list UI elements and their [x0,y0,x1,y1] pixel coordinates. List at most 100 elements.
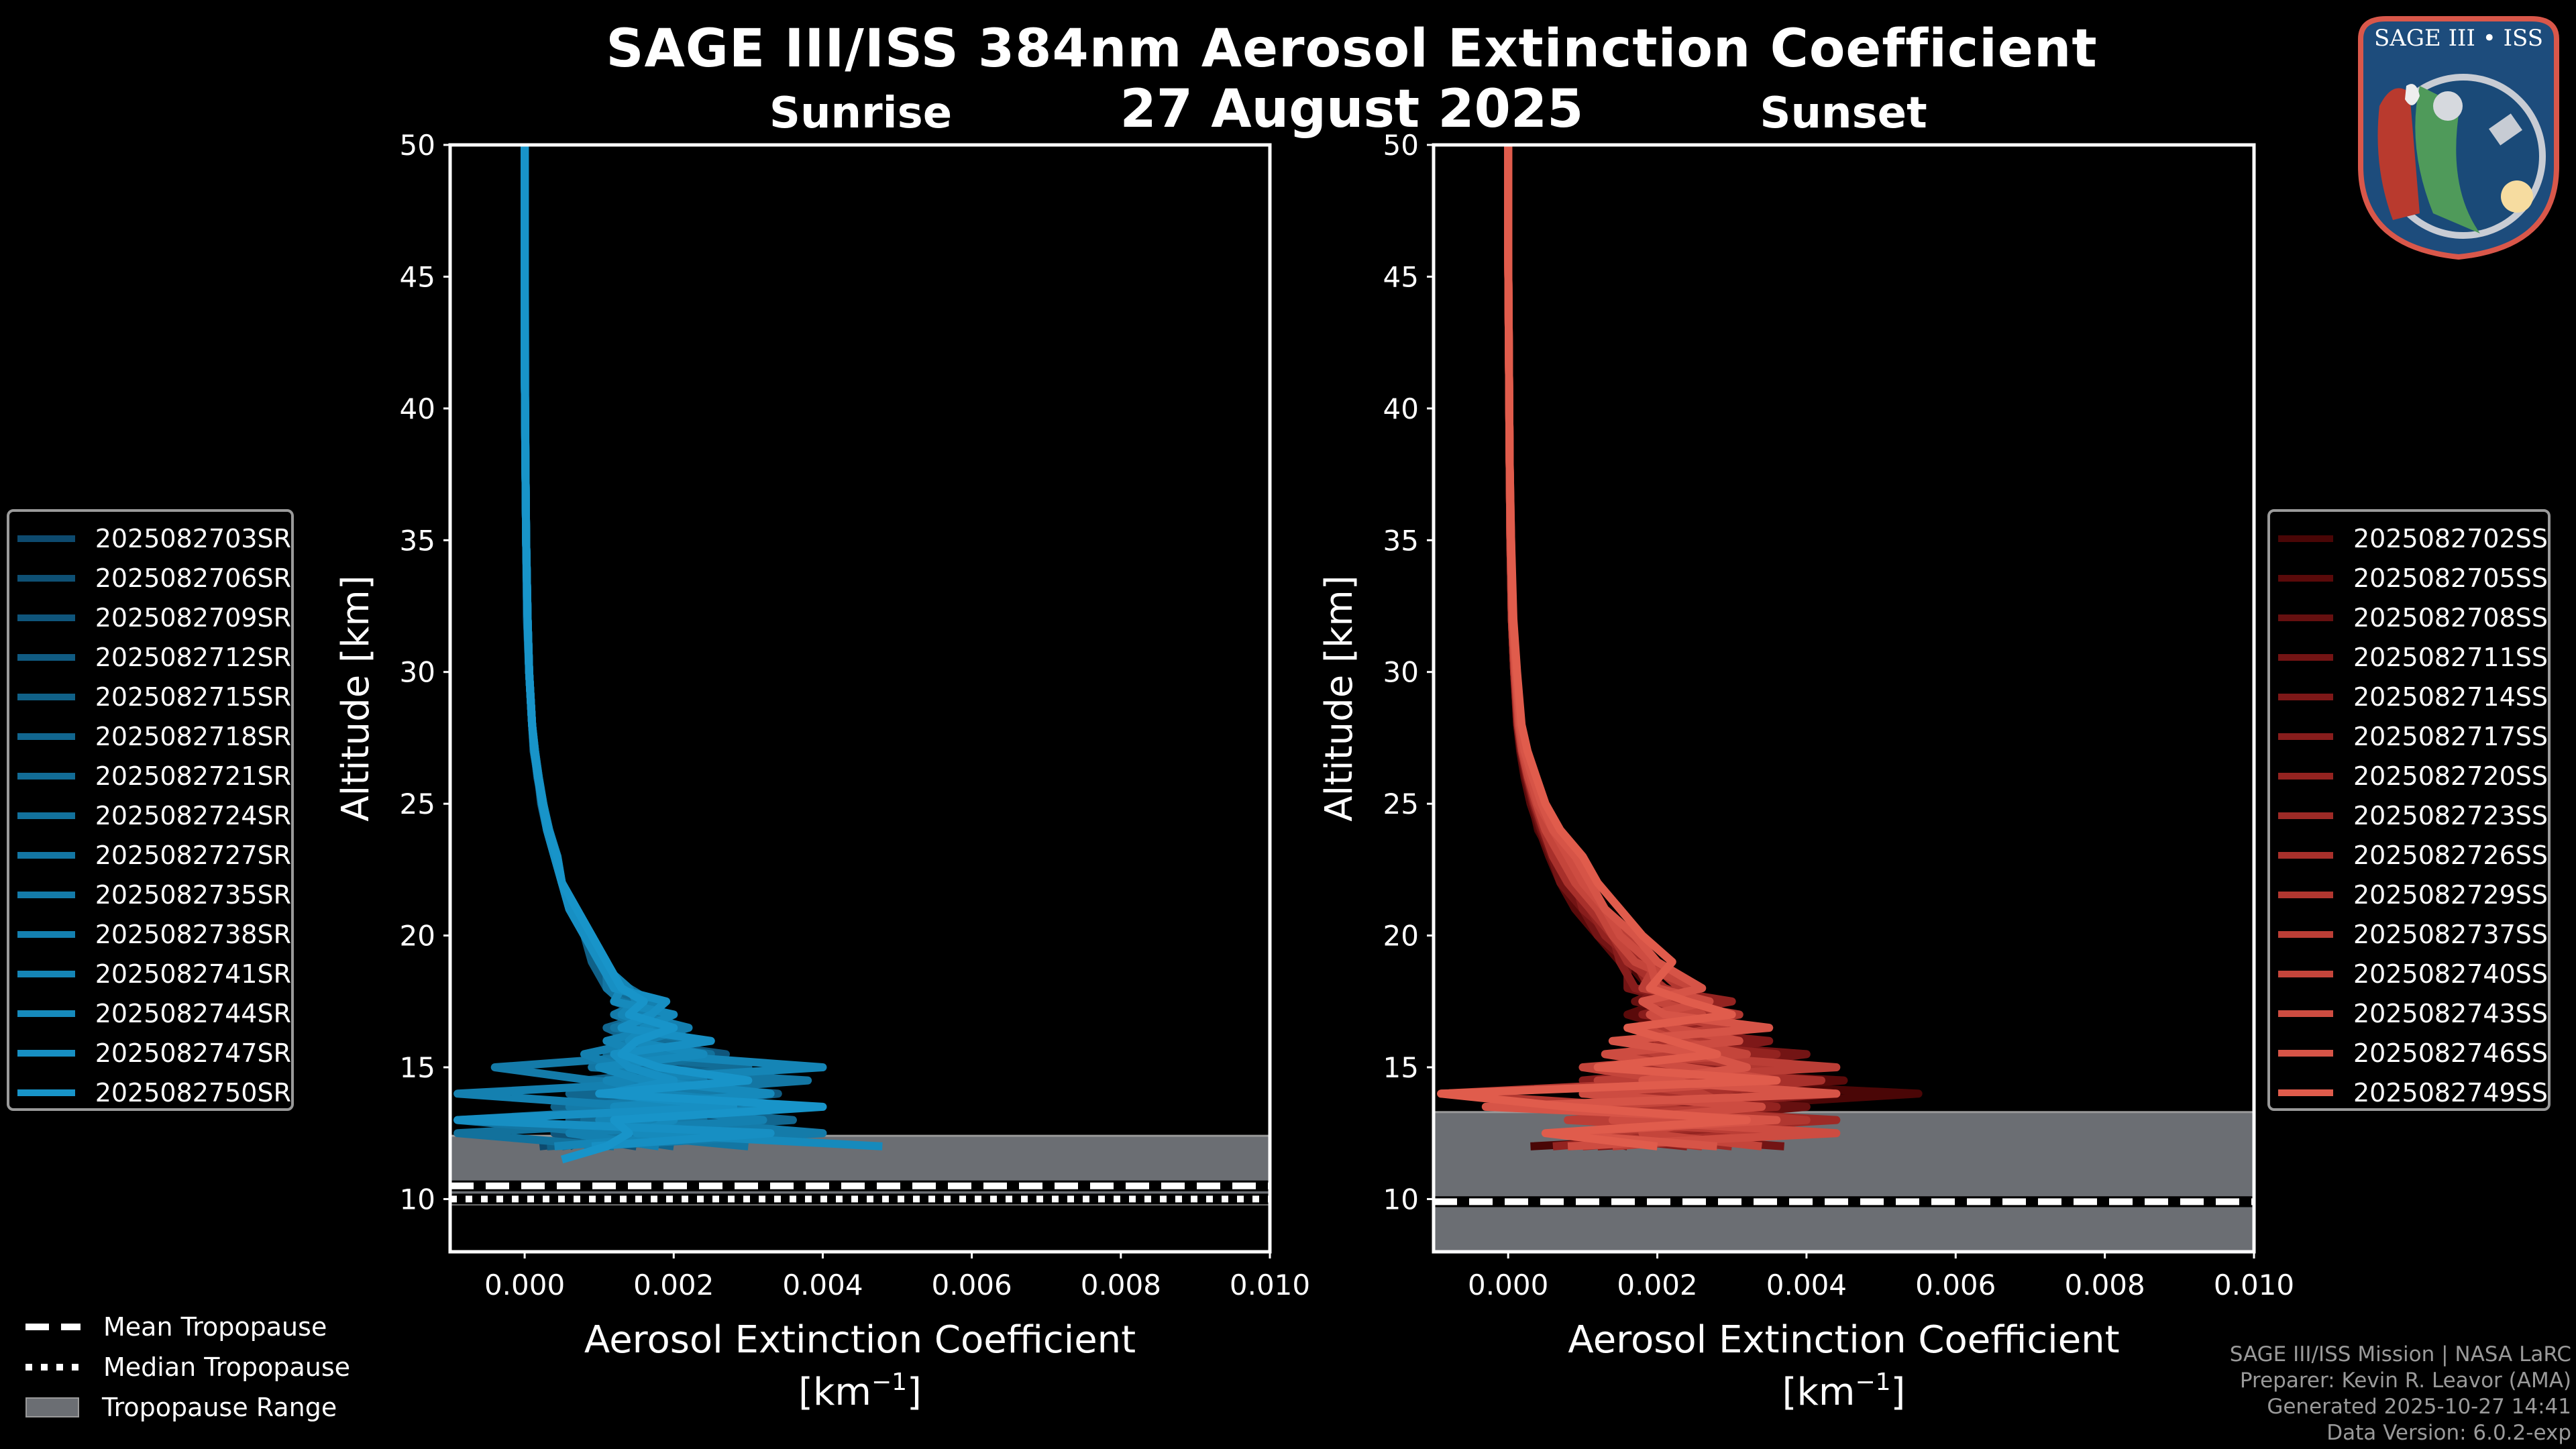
legend-label: 2025082729SS [2353,879,2548,910]
legend-label: 2025082715SR [95,682,291,712]
x-tick-label: 0.004 [1766,1269,1847,1301]
dashed-line-icon [25,1324,80,1330]
legend-item: 2025082711SS [2270,637,2548,677]
footer-data-version: Data Version: 6.0.2-exp [2326,1421,2571,1445]
x-tick-label: 0.000 [484,1269,565,1301]
legend-item: 2025082717SS [2270,716,2548,756]
legend-swatch-icon [17,772,75,780]
legend-item: 2025082721SR [9,756,291,796]
legend-item: 2025082709SR [9,598,291,637]
legend-item: 2025082743SS [2270,994,2548,1033]
legend-label-range: Tropopause Range [102,1393,337,1422]
x-tick-label: 0.008 [1081,1269,1161,1301]
profile-line-2025082729SS [1437,145,1811,1150]
legend-label: 2025082743SS [2353,998,2548,1028]
y-tick-label: 35 [400,524,435,557]
y-tick-label: 45 [1383,260,1419,293]
profile-line-2025082749SS [1437,145,1781,1150]
legend-swatch-icon [2278,891,2333,898]
y-tick-label: 50 [1383,129,1419,162]
legend-swatch-icon [17,1010,75,1017]
legend-item: 2025082715SR [9,677,291,716]
footer-preparer: Preparer: Kevin R. Leavor (AMA) [2239,1368,2571,1393]
legend-swatch-icon [17,1089,75,1096]
legend-swatch-icon [2278,772,2333,780]
legend-label: 2025082702SS [2353,523,2548,553]
y-axis-label: Altitude [km] [1318,575,1361,821]
legend-label: 2025082749SS [2353,1077,2548,1108]
x-tick-label: 0.008 [2065,1269,2145,1301]
sunrise-legend: 2025082703SR 2025082706SR 2025082709SR 2025… [7,509,294,1111]
legend-label-median: Median Tropopause [103,1352,350,1382]
legend-item: 2025082708SS [2270,598,2548,637]
profile-line-2025082741SR [521,145,827,1150]
range-swatch-icon [25,1397,79,1417]
legend-swatch-icon [2278,614,2333,621]
legend-label: 2025082738SR [95,919,291,949]
plot-area [450,145,1270,1205]
legend-label: 2025082724SR [95,800,291,830]
legend-label: 2025082740SS [2353,959,2548,989]
y-tick-label: 15 [400,1051,435,1084]
axes-frame [448,143,1272,1254]
legend-label: 2025082737SS [2353,919,2548,949]
x-axis-label: Aerosol Extinction Coefficient [584,1318,1136,1362]
legend-item: 2025082726SS [2270,835,2548,875]
footer-credits: SAGE III/ISS Mission | NASA LaRC Prepare… [2230,1342,2571,1446]
legend-item: 2025082714SS [2270,677,2548,716]
legend-item: 2025082738SR [9,914,291,954]
legend-item: 2025082727SR [9,835,291,875]
footer-mission: SAGE III/ISS Mission | NASA LaRC [2229,1342,2571,1366]
y-tick-label: 40 [1383,392,1419,425]
legend-swatch-icon [17,535,75,542]
legend-swatch-icon [17,970,75,977]
legend-item: 2025082705SS [2270,558,2548,598]
legend-label: 2025082703SR [95,523,291,553]
x-tick-label: 0.010 [1230,1269,1310,1301]
figure-title: SAGE III/ISS 384nm Aerosol Extinction Co… [606,19,2098,79]
legend-label: 2025082747SR [95,1038,291,1068]
legend-label: 2025082726SS [2353,840,2548,870]
y-tick-label: 40 [400,392,435,425]
legend-item: 2025082729SS [2270,875,2548,914]
legend-item: 2025082724SR [9,796,291,835]
legend-item: 2025082706SR [9,558,291,598]
legend-swatch-icon [2278,1049,2333,1057]
legend-label: 2025082714SS [2353,682,2548,712]
legend-label: 2025082741SR [95,959,291,989]
axes-frame [1432,143,2256,1254]
profile-line-2025082750SR [521,145,827,1164]
y-tick-label: 50 [400,129,435,162]
legend-swatch-icon [17,693,75,700]
y-tick-label: 10 [400,1183,435,1216]
legend-item: 2025082746SS [2270,1033,2548,1073]
legend-label: 2025082709SR [95,602,291,633]
legend-swatch-icon [2278,733,2333,740]
legend-swatch-icon [2278,693,2333,700]
x-tick-label: 0.006 [932,1269,1012,1301]
legend-label: 2025082717SS [2353,721,2548,751]
x-tick-label: 0.002 [633,1269,714,1301]
legend-label: 2025082718SR [95,721,291,751]
legend-swatch-icon [17,733,75,740]
y-tick-label: 30 [1383,656,1419,689]
legend-label: 2025082750SR [95,1077,291,1108]
y-tick-label: 15 [1383,1051,1419,1084]
legend-label: 2025082706SR [95,563,291,593]
legend-swatch-icon [2278,535,2333,542]
legend-item: 2025082712SR [9,637,291,677]
y-tick-label: 20 [400,920,435,953]
x-tick-label: 0.006 [1915,1269,1996,1301]
legend-item: 2025082750SR [9,1073,291,1112]
x-tick-label: 0.002 [1617,1269,1697,1301]
profile-line-2025082744SR [521,145,883,1150]
legend-item: 2025082747SR [9,1033,291,1073]
legend-swatch-icon [17,574,75,582]
panel-title-sunrise: Sunrise [769,89,953,138]
x-tick-label: 0.000 [1468,1269,1548,1301]
legend-swatch-icon [17,812,75,819]
legend-swatch-icon [17,891,75,898]
footer-generated: Generated 2025-10-27 14:41 [2267,1395,2571,1419]
legend-label: 2025082712SR [95,642,291,672]
